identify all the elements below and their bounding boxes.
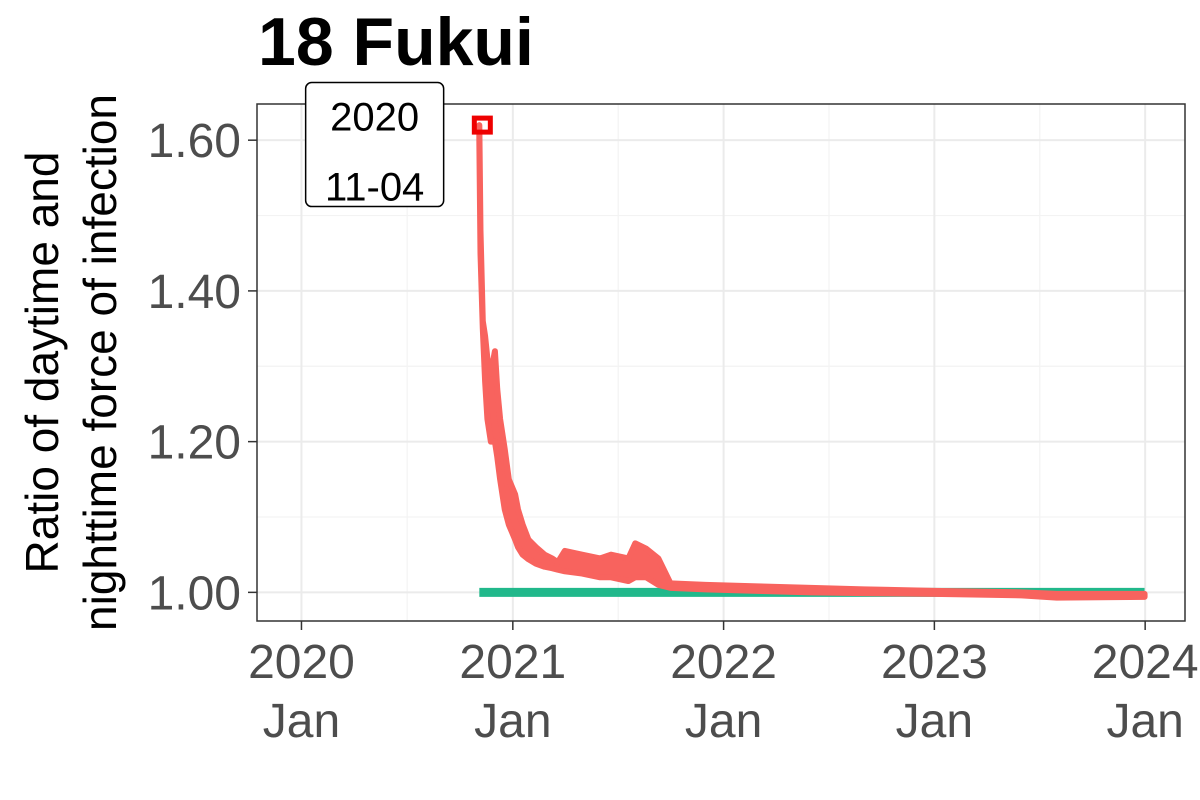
x-tick-label-month: Jan (263, 695, 340, 748)
x-tick-label-month: Jan (685, 695, 762, 748)
x-tick-label-month: Jan (1106, 695, 1183, 748)
y-axis-label-line: Ratio of daytime and (16, 152, 68, 574)
x-tick-label-year: 2023 (881, 636, 988, 689)
panel-border (256, 103, 1186, 622)
y-tick-label: 1.00 (148, 567, 241, 620)
y-axis-label-line: nighttime force of infection (74, 94, 126, 631)
x-tick-label-year: 2022 (670, 636, 777, 689)
x-tick-label-month: Jan (896, 695, 973, 748)
series-band-red (476, 122, 1148, 601)
chart-title: 18 Fukui (258, 4, 534, 80)
annotation-box (304, 81, 445, 208)
series (471, 115, 1148, 601)
y-tick-label: 1.20 (148, 417, 241, 470)
highlight-marker (471, 115, 493, 135)
y-axis-label: Ratio of daytime and nighttime force of i… (16, 94, 126, 631)
y-tick-label: 1.60 (148, 115, 241, 168)
annotation-text: 2020 (330, 96, 419, 140)
x-tick-label-year: 2020 (248, 636, 355, 689)
x-tick-label-month: Jan (474, 695, 551, 748)
x-tick-label-year: 2021 (459, 636, 566, 689)
x-axis: 2020 Jan 2021 Jan 2022 Jan 2023 Jan 2024 Jan (248, 621, 1199, 748)
annotation-text: 11-04 (325, 166, 424, 210)
x-tick-label-year: 2024 (1092, 636, 1199, 689)
annotation: 2020 11-04 (304, 81, 445, 210)
y-tick-label: 1.40 (148, 266, 241, 319)
y-axis: 1.00 1.20 1.40 1.60 (148, 115, 257, 620)
